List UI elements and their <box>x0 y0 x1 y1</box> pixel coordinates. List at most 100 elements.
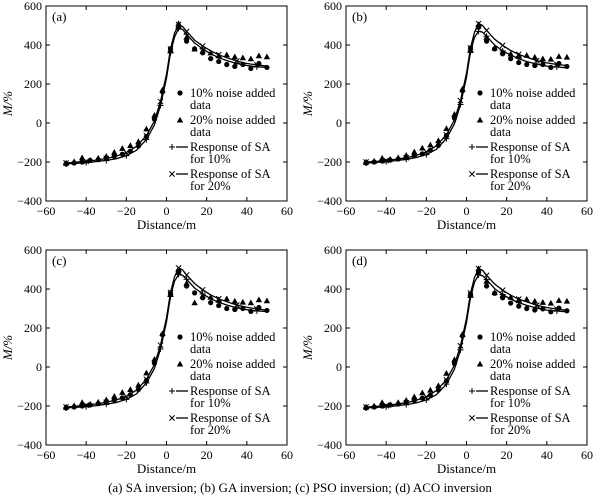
data-point <box>192 290 198 296</box>
data-point <box>411 393 418 400</box>
data-point <box>516 303 522 309</box>
data-point <box>475 28 482 35</box>
y-tick-label: 400 <box>324 38 342 52</box>
data-point <box>532 307 538 313</box>
data-point <box>483 272 490 279</box>
data-point <box>499 47 506 54</box>
legend-label-cont: data <box>490 98 511 112</box>
x-tick-label: 60 <box>581 448 593 462</box>
legend-label: Response of SA <box>490 140 571 154</box>
x-axis-label: Distance/m <box>437 217 496 232</box>
data-point <box>475 20 482 27</box>
data-point <box>127 386 134 392</box>
data-point <box>183 276 190 283</box>
x-tick-label: 40 <box>541 204 553 218</box>
data-point <box>231 297 238 304</box>
x-tick-label: −40 <box>377 448 396 462</box>
legend-label: 10% noise added <box>190 86 276 100</box>
data-point <box>383 158 390 165</box>
y-tick-label: 400 <box>324 282 342 296</box>
data-point <box>555 297 563 303</box>
x-tick-label: 0 <box>464 448 470 462</box>
data-point <box>199 290 206 297</box>
x-tick-label: 20 <box>501 448 513 462</box>
data-point <box>423 148 430 155</box>
x-tick-label: 40 <box>241 448 253 462</box>
x-tick-label: 20 <box>201 448 213 462</box>
data-point <box>531 297 538 304</box>
series-4 <box>363 265 567 410</box>
data-point <box>248 65 254 71</box>
data-point <box>183 279 190 286</box>
series-line <box>366 267 567 408</box>
data-point <box>183 38 190 44</box>
data-point <box>533 61 540 68</box>
data-point <box>553 306 560 313</box>
data-point <box>143 125 150 132</box>
legend-label-cont: data <box>490 369 511 383</box>
data-point <box>491 289 498 296</box>
legend-marker <box>169 415 175 421</box>
data-point <box>363 159 370 166</box>
y-tick-label: 200 <box>24 321 42 335</box>
y-tick-label: −200 <box>317 399 342 413</box>
legend-marker <box>177 90 183 96</box>
data-point <box>239 298 247 305</box>
y-tick-label: −400 <box>317 194 342 208</box>
x-tick-label: −60 <box>37 448 56 462</box>
legend-label: 10% noise added <box>490 330 576 344</box>
chart-panel-b: −60 −40 −20 0 20 40 60−400−2000200400600Distan… <box>300 0 593 232</box>
data-point <box>475 265 482 272</box>
data-point <box>111 393 118 399</box>
data-point <box>533 305 540 312</box>
x-tick-label: 0 <box>164 204 170 218</box>
legend-label-cont: for 10% <box>490 152 531 166</box>
series-line <box>66 267 267 408</box>
data-point <box>383 402 390 409</box>
legend-label: 20% noise added <box>490 357 576 371</box>
data-point <box>208 56 214 62</box>
data-point <box>516 59 522 66</box>
x-tick-label: 20 <box>201 204 213 218</box>
data-point <box>143 369 150 376</box>
legend-label-cont: data <box>190 125 211 139</box>
data-point <box>199 45 206 52</box>
data-point <box>157 342 164 349</box>
data-point <box>539 55 547 62</box>
legend-label: 20% noise added <box>190 113 276 127</box>
x-tick-label: 40 <box>541 448 553 462</box>
data-point <box>167 45 174 52</box>
data-point <box>443 125 450 132</box>
x-tick-label: −20 <box>417 448 436 462</box>
data-point <box>143 132 150 139</box>
legend-marker <box>477 334 483 340</box>
data-point <box>123 152 130 159</box>
legend-marker <box>469 144 475 150</box>
data-point <box>135 381 142 388</box>
x-tick-label: 0 <box>464 204 470 218</box>
data-point <box>63 160 70 166</box>
data-point <box>232 63 238 70</box>
legend-marker <box>469 415 475 421</box>
data-point <box>555 53 563 59</box>
x-axis-label: Distance/m <box>437 461 496 476</box>
legend-marker <box>177 334 183 340</box>
data-point <box>253 305 260 312</box>
data-point <box>215 51 222 58</box>
data-point <box>363 159 370 165</box>
data-point <box>499 42 506 49</box>
data-point <box>78 399 86 406</box>
data-point <box>216 58 222 65</box>
x-axis-label: Distance/m <box>137 461 196 476</box>
data-point <box>383 157 390 164</box>
legend-marker <box>469 388 475 394</box>
data-point <box>499 291 506 298</box>
data-point <box>175 271 182 278</box>
data-point <box>443 381 450 388</box>
data-point <box>119 145 126 151</box>
data-point <box>515 296 522 303</box>
y-tick-label: 0 <box>336 116 342 130</box>
data-point <box>539 299 547 305</box>
chart-panel-c: −60 −40 −20 0 20 40 60−400−2000200400600Distan… <box>0 243 293 476</box>
